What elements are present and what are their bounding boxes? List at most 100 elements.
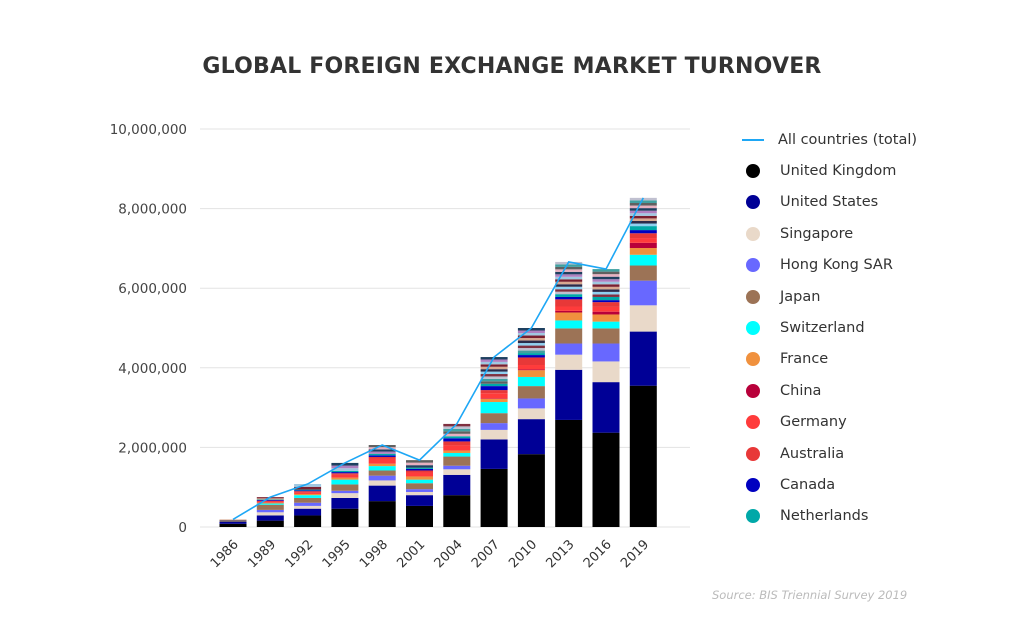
legend-label: All countries (total) bbox=[778, 131, 918, 148]
bar-segment-canada bbox=[406, 468, 433, 471]
bar-segment-other bbox=[629, 210, 657, 214]
bar-segment-canada bbox=[555, 296, 583, 300]
bar-segment-netherlands bbox=[294, 489, 322, 491]
bar-segment-other bbox=[368, 447, 396, 450]
bar-segment-other bbox=[629, 208, 657, 211]
bar-segment-other bbox=[592, 269, 620, 272]
bar-segment-switzerland bbox=[629, 254, 657, 266]
legend-label: Switzerland bbox=[780, 320, 865, 337]
bar-segment-united-states bbox=[592, 382, 620, 433]
bar-segment-united-states bbox=[555, 369, 583, 420]
legend-label: Hong Kong SAR bbox=[780, 257, 893, 274]
bar-segment-united-states bbox=[256, 515, 284, 521]
bar-segment-united-states bbox=[629, 331, 657, 386]
bar-segment-united-states bbox=[443, 474, 471, 496]
bar-segment-united-kingdom bbox=[592, 432, 620, 527]
bar-segment-other bbox=[480, 378, 508, 382]
bar-segment-hong-kong-sar bbox=[629, 280, 657, 306]
bar-segment-australia bbox=[256, 500, 284, 502]
bar-segment-other bbox=[592, 279, 620, 282]
bar-segment-singapore bbox=[555, 354, 583, 370]
bar-segment-other bbox=[517, 348, 545, 351]
bar-segment-germany bbox=[331, 474, 359, 478]
bar-segment-canada bbox=[368, 455, 396, 457]
bar-segment-japan bbox=[480, 413, 508, 424]
bar-segment-australia bbox=[629, 233, 657, 239]
bar-segment-france bbox=[443, 450, 471, 453]
bar-segment-other bbox=[555, 279, 583, 282]
bar-segment-united-states bbox=[294, 508, 322, 516]
bar-segment-netherlands bbox=[629, 226, 657, 231]
bar-segment-other bbox=[480, 364, 508, 367]
bar-segment-other bbox=[443, 426, 471, 429]
bar-segment-other bbox=[555, 274, 583, 277]
bar-segment-netherlands bbox=[406, 467, 433, 469]
bar-segment-other bbox=[480, 361, 508, 365]
bar-segment-singapore bbox=[592, 361, 620, 383]
dot-marker-icon bbox=[746, 164, 760, 179]
bar-segment-other bbox=[517, 345, 545, 349]
bar-segment-netherlands bbox=[443, 436, 471, 439]
bar-segment-other bbox=[629, 215, 657, 219]
bar-segment-other bbox=[406, 460, 433, 463]
bar-segment-france bbox=[555, 312, 583, 321]
bar-segment-canada bbox=[480, 386, 508, 391]
bar-segment-hong-kong-sar bbox=[555, 343, 583, 355]
legend-label: Canada bbox=[780, 476, 836, 493]
bar-segment-china bbox=[629, 242, 657, 249]
bar-segment-switzerland bbox=[406, 479, 433, 484]
bar-segment-australia bbox=[555, 299, 583, 307]
bar-segment-france bbox=[406, 476, 433, 480]
bar-segment-other bbox=[555, 291, 583, 295]
bar-segment-other bbox=[629, 205, 657, 209]
bar-segment-other bbox=[592, 294, 620, 297]
bar-segment-united-states bbox=[331, 497, 359, 509]
x-tick-label: 2010 bbox=[506, 537, 540, 571]
bar-segment-other bbox=[592, 281, 620, 285]
bar-segment-united-kingdom bbox=[294, 515, 322, 527]
chart-title: GLOBAL FOREIGN EXCHANGE MARKET TURNOVER bbox=[202, 54, 822, 79]
bar-segment-germany bbox=[368, 458, 396, 464]
legend-item: United Kingdom bbox=[738, 155, 917, 186]
bar-segment-japan bbox=[629, 265, 657, 281]
bar-segment-hong-kong-sar bbox=[294, 502, 322, 506]
bar-segment-canada bbox=[331, 472, 359, 474]
legend-label: China bbox=[780, 382, 822, 399]
bar-segment-singapore bbox=[294, 505, 322, 509]
dot-marker-icon bbox=[746, 415, 760, 430]
y-tick-label: 8,000,000 bbox=[118, 202, 187, 218]
bar-segment-united-kingdom bbox=[480, 468, 508, 527]
bar-segment-netherlands bbox=[555, 294, 583, 297]
bar-segment-france bbox=[331, 477, 359, 480]
bar-segment-other bbox=[480, 376, 508, 379]
legend-item: Japan bbox=[738, 281, 917, 312]
legend: All countries (total) United Kingdom Unite… bbox=[738, 124, 917, 532]
bar-segment-other bbox=[629, 223, 657, 227]
bar-segment-other bbox=[629, 202, 657, 206]
bar-segment-other bbox=[256, 498, 284, 500]
bar-segment-hong-kong-sar bbox=[443, 465, 471, 470]
bar-segment-hong-kong-sar bbox=[406, 489, 433, 492]
bar-segment-united-kingdom bbox=[406, 505, 433, 527]
legend-item: Hong Kong SAR bbox=[738, 250, 917, 281]
bar-segment-other bbox=[480, 381, 508, 384]
legend-label: United Kingdom bbox=[780, 163, 897, 180]
bar-segment-japan bbox=[592, 328, 620, 344]
bar-segment-other bbox=[592, 284, 620, 287]
dot-marker-icon bbox=[746, 352, 760, 367]
bar-segment-united-kingdom bbox=[256, 520, 284, 527]
bar-segment-other bbox=[517, 350, 545, 354]
bar-segment-united-kingdom bbox=[443, 495, 471, 527]
bar-segment-other bbox=[219, 520, 247, 522]
legend-label: Australia bbox=[780, 445, 845, 462]
bar-segment-switzerland bbox=[368, 466, 396, 471]
dot-marker-icon bbox=[746, 226, 760, 241]
bar-segment-other bbox=[629, 213, 657, 216]
bar-segment-other bbox=[555, 276, 583, 280]
legend-item: United States bbox=[738, 187, 917, 218]
bar-segment-other bbox=[406, 462, 433, 466]
bar-segment-japan bbox=[406, 483, 433, 490]
line-marker-icon bbox=[742, 138, 764, 141]
x-tick-label: 2013 bbox=[544, 537, 578, 571]
